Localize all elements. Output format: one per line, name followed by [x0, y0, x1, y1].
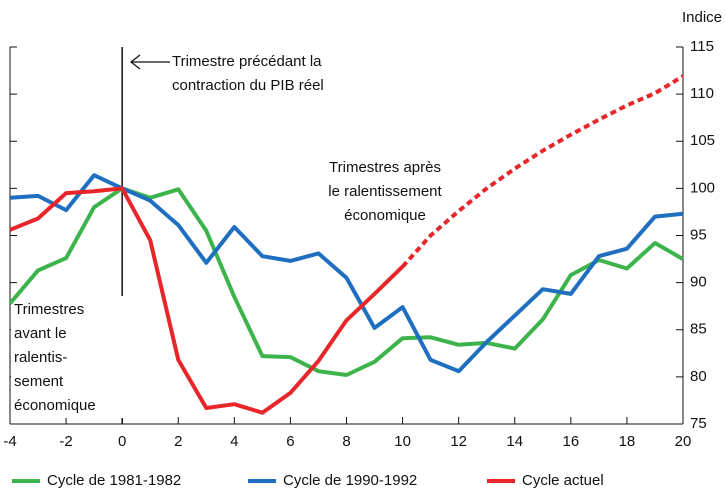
y-tick-label: 115: [690, 38, 714, 55]
y-tick-label: 100: [690, 179, 715, 196]
y-tick-label: 85: [690, 321, 707, 338]
x-tick-label: 16: [562, 433, 579, 450]
annotation: économique: [344, 207, 426, 224]
annotation: sement: [14, 373, 64, 390]
annotation-background: [11, 296, 146, 418]
annotation: Trimestres: [14, 301, 84, 318]
x-tick-label: 10: [394, 433, 411, 450]
x-tick-label: 6: [286, 433, 294, 450]
y-tick-label: 105: [690, 132, 715, 149]
y-tick-label: 95: [690, 226, 707, 243]
x-tick-label: -4: [3, 433, 16, 450]
x-tick-label: -2: [59, 433, 72, 450]
y-tick-label: 80: [690, 368, 707, 385]
annotation: Trimestre précédant la: [172, 53, 322, 70]
y-tick-label: 90: [690, 274, 707, 291]
y-tick-label: 75: [690, 415, 707, 432]
annotation: Trimestres après: [329, 159, 441, 176]
series-line-projected: [401, 74, 685, 268]
annotation: ralentis-: [14, 349, 67, 366]
legend-label: Cycle de 1981-1982: [47, 472, 181, 489]
annotation: avant le: [14, 325, 67, 342]
annotation: le ralentissement: [328, 183, 442, 200]
annotation: économique: [14, 397, 96, 414]
x-tick-label: 8: [342, 433, 350, 450]
legend-label: Cycle de 1990-1992: [283, 472, 417, 489]
x-tick-label: 4: [230, 433, 238, 450]
y-axis-label: Indice: [682, 9, 722, 26]
y-tick-label: 110: [690, 85, 714, 102]
series-line: [9, 186, 404, 415]
x-tick-label: 18: [619, 433, 636, 450]
x-tick-label: 12: [450, 433, 467, 450]
x-tick-label: 2: [174, 433, 182, 450]
legend-label: Cycle actuel: [522, 472, 604, 489]
x-tick-label: 0: [118, 433, 126, 450]
arrow-head: [129, 54, 141, 70]
x-tick-label: 14: [506, 433, 523, 450]
annotation: contraction du PIB réel: [172, 77, 324, 94]
x-tick-label: 20: [675, 433, 692, 450]
